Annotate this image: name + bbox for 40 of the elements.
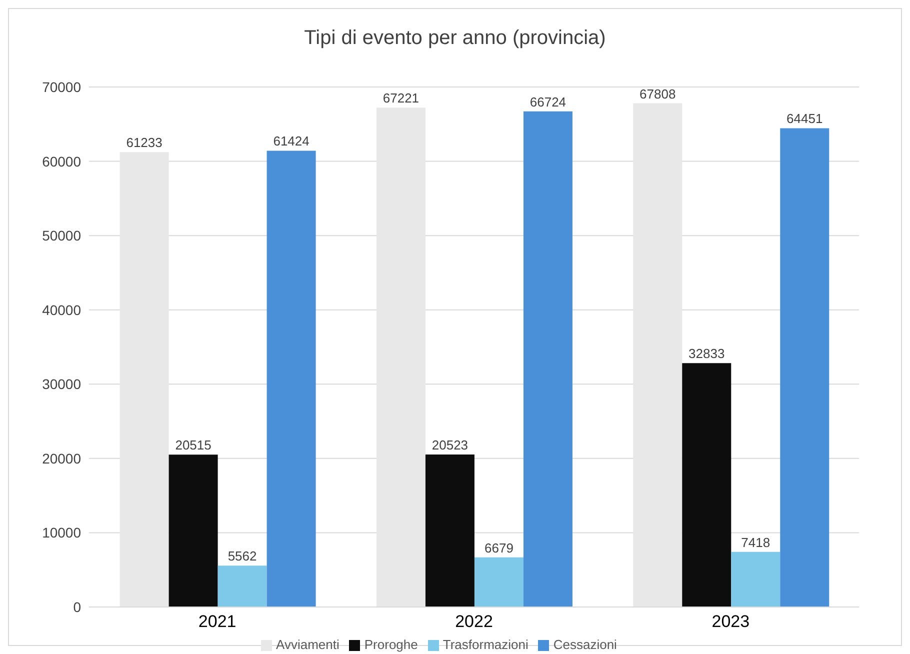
y-tick-label: 10000 (42, 524, 82, 541)
y-tick-label: 0 (73, 598, 82, 615)
data-label: 5562 (228, 548, 257, 564)
y-tick-label: 40000 (42, 302, 82, 318)
data-label: 61424 (273, 134, 310, 149)
legend-label: Cessazioni (553, 637, 617, 652)
data-label: 20523 (432, 438, 468, 453)
x-tick-label: 2021 (198, 612, 236, 632)
data-label: 66724 (530, 94, 566, 110)
data-label: 7418 (741, 534, 770, 550)
x-tick-label: 2023 (712, 612, 750, 632)
y-tick-label: 50000 (42, 228, 82, 244)
y-tick-label: 60000 (42, 153, 82, 170)
x-tick-label: 2022 (455, 612, 493, 632)
data-label: 32833 (688, 346, 725, 362)
data-label: 67221 (382, 90, 420, 106)
bar (120, 152, 169, 607)
legend-label: Trasformazioni (442, 637, 528, 652)
bar (425, 454, 474, 607)
bar (731, 552, 780, 607)
bar (633, 103, 682, 607)
legend-label: Proroghe (364, 637, 418, 652)
y-tick-label: 20000 (42, 450, 82, 466)
y-tick-label: 70000 (42, 78, 82, 95)
data-label: 61233 (126, 135, 162, 150)
bar (376, 108, 426, 607)
chart-title: Tipi di evento per anno (provincia) (303, 26, 607, 51)
bar (682, 363, 732, 607)
data-label: 67808 (640, 86, 676, 102)
data-label: 20515 (175, 438, 212, 453)
bar (780, 128, 830, 607)
bar (168, 454, 218, 607)
legend-label: Avviamenti (276, 637, 340, 652)
data-label: 6679 (484, 540, 514, 556)
y-tick-label: 30000 (42, 376, 82, 392)
bar (523, 111, 572, 607)
bar (266, 150, 316, 607)
bar (474, 557, 524, 607)
data-label: 64451 (786, 111, 823, 126)
bar (218, 566, 267, 607)
